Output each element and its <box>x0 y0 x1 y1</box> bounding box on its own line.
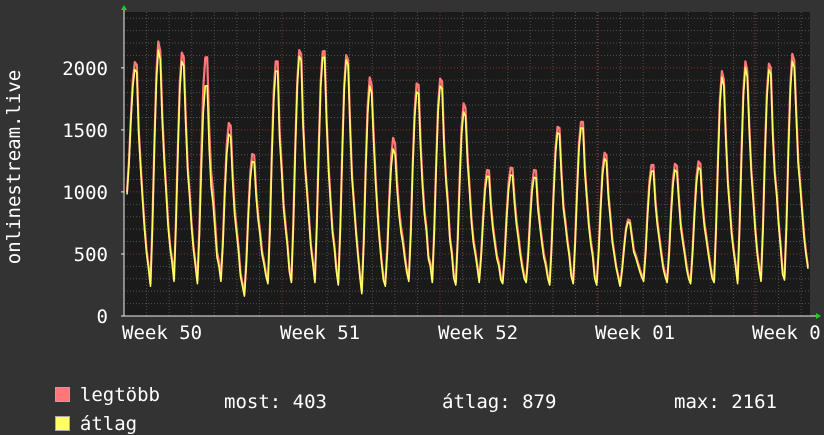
stat-average: átlag: 879 <box>442 391 557 413</box>
y-tick-label: 500 <box>74 244 108 266</box>
series-layer <box>125 40 810 297</box>
legend-swatch-avg <box>54 416 70 431</box>
stat-max: max: 2161 <box>674 391 777 413</box>
x-tick-label: Week 0 <box>752 322 821 344</box>
series-avg-line <box>126 49 809 297</box>
x-tick-labels: Week 50 Week 51 Week 52 Week 01 Week 0 <box>122 322 821 344</box>
y-tick-label: 0 <box>97 306 108 328</box>
y-axis-arrow <box>121 5 127 10</box>
x-tick-label: Week 01 <box>595 322 675 344</box>
x-tick-label: Week 51 <box>280 322 360 344</box>
x-tick-label: Week 52 <box>438 322 518 344</box>
legend-item-max: legtöbb <box>32 362 160 406</box>
axes <box>121 5 821 319</box>
y-tick-labels: 0 500 1000 1500 2000 <box>62 58 124 328</box>
x-tick-label: Week 50 <box>122 322 202 344</box>
legend-label-max: legtöbb <box>79 384 160 406</box>
y-tick-label: 2000 <box>62 58 108 80</box>
y-axis-label: onlinestream.live <box>3 70 25 264</box>
legend-item-avg: átlag <box>32 391 137 435</box>
stat-current: most: 403 <box>224 391 327 413</box>
legend-swatch-max <box>54 387 70 402</box>
x-axis-arrow <box>816 313 821 319</box>
y-tick-label: 1500 <box>62 120 108 142</box>
y-tick-label: 1000 <box>62 182 108 204</box>
legend-label-avg: átlag <box>79 413 138 435</box>
